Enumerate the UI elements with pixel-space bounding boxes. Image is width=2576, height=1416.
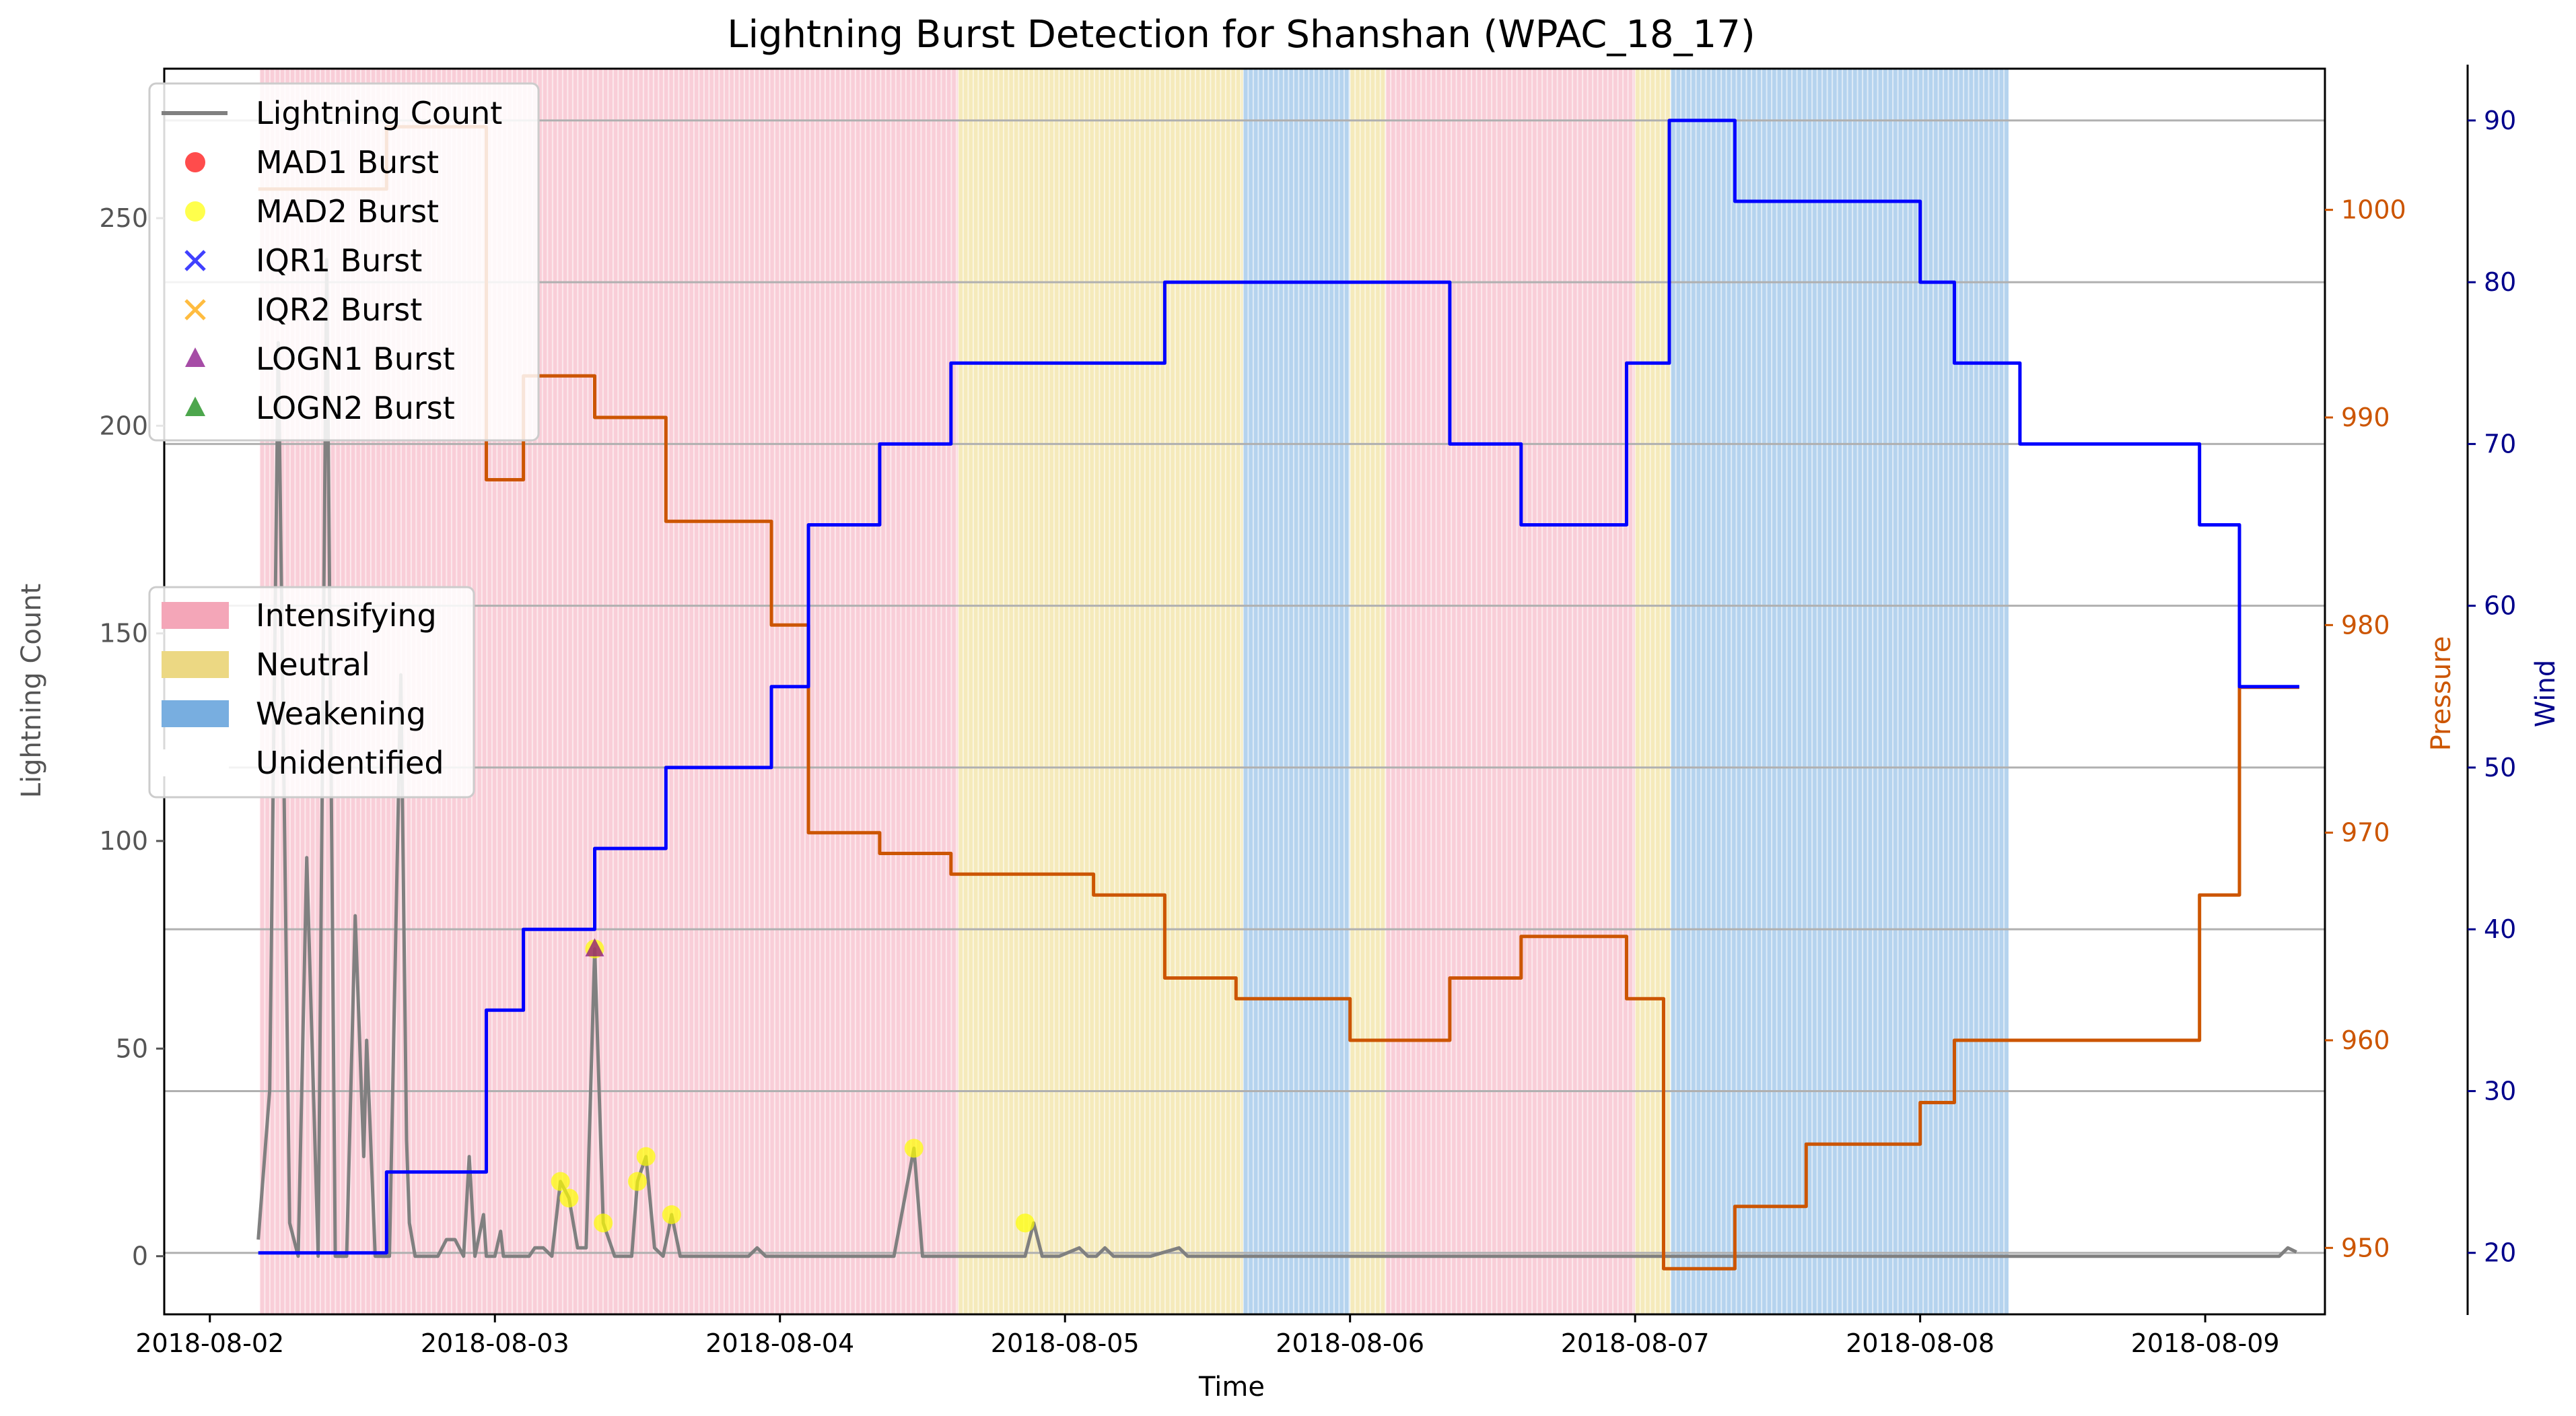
- mad2-burst-marker: [559, 1188, 579, 1208]
- phase-band-stripes: [1242, 69, 1350, 1314]
- x-tick-label: 2018-08-02: [135, 1328, 284, 1358]
- y-tick-label-wind: 60: [2484, 591, 2516, 621]
- legend-series: Lightning Count MAD1 Burst MAD2 Burst IQR1 …: [148, 82, 540, 442]
- legend-series-label: LOGN2 Burst: [256, 390, 455, 426]
- phase-bands: [258, 69, 2009, 1314]
- legend-phase-label: Weakening: [256, 696, 426, 732]
- x-tick-label: 2018-08-06: [1276, 1328, 1424, 1358]
- y-tick-label-wind: 80: [2484, 267, 2516, 297]
- x-tick-label: 2018-08-03: [421, 1328, 569, 1358]
- legend-phase-swatch: [162, 651, 229, 678]
- legend-series-label: IQR2 Burst: [256, 292, 422, 328]
- phase-band-weakening: [1243, 69, 1350, 1314]
- legend-phase-swatch: [162, 602, 229, 629]
- legend-triangle-swatch: [185, 347, 205, 367]
- legend-phase-swatch: [162, 749, 229, 776]
- y-tick-label-left: 200: [99, 411, 148, 440]
- y-tick-label-pressure: 970: [2341, 818, 2390, 848]
- series-lines: [256, 119, 2299, 1271]
- y-tick-label-wind: 90: [2484, 106, 2516, 135]
- y-tick-label-pressure: 950: [2341, 1233, 2390, 1262]
- legend-series-box: [148, 82, 540, 442]
- legend-phases-box: [148, 586, 475, 799]
- y-axis-label-wind: Wind: [2530, 660, 2561, 728]
- legend-phase-label: Neutral: [256, 646, 370, 683]
- x-tick-label: 2018-08-04: [705, 1328, 854, 1358]
- legend-phases: Intensifying Neutral Weakening Unidentified: [148, 586, 475, 799]
- x-tick-label: 2018-08-09: [2131, 1328, 2280, 1358]
- phase-band-stripes: [1670, 69, 2005, 1314]
- chart-title: Lightning Burst Detection for Shanshan (…: [727, 13, 1755, 57]
- mad2-burst-marker: [627, 1172, 647, 1191]
- mad2-burst-marker: [662, 1205, 681, 1224]
- mad2-burst-marker: [904, 1139, 924, 1158]
- y-tick-label-left: 150: [99, 619, 148, 648]
- burst-markers: [551, 938, 1035, 1233]
- y-tick-label-pressure: 980: [2341, 610, 2390, 640]
- y-tick-label-wind: 50: [2484, 753, 2516, 782]
- y-tick-label-left: 100: [99, 826, 148, 856]
- x-tick-label: 2018-08-07: [1561, 1328, 1710, 1358]
- mad2-burst-marker: [636, 1147, 656, 1166]
- legend-phase-label: Intensifying: [256, 597, 437, 634]
- x-tick-label: 2018-08-05: [991, 1328, 1140, 1358]
- x-axis-label: Time: [1198, 1372, 1265, 1403]
- legend-x-swatch: [184, 299, 206, 321]
- y-tick-label-pressure: 990: [2341, 403, 2390, 432]
- legend-triangle-swatch: [185, 397, 205, 416]
- y-tick-label-left: 250: [99, 203, 148, 233]
- legend-x-swatch: [184, 250, 206, 271]
- legend-series-label: MAD1 Burst: [256, 144, 439, 180]
- phase-band-stripes: [957, 69, 1242, 1314]
- legend-circle-swatch: [185, 201, 205, 222]
- y-tick-label-pressure: 1000: [2341, 195, 2406, 225]
- wind-line: [258, 119, 2299, 1255]
- y-tick-label-wind: 70: [2484, 429, 2516, 459]
- y-tick-label-pressure: 960: [2341, 1025, 2390, 1055]
- mad2-burst-marker: [1015, 1213, 1035, 1233]
- legend-phase-swatch: [162, 700, 229, 727]
- legend-series-label: IQR1 Burst: [256, 242, 422, 279]
- y-tick-label-wind: 40: [2484, 914, 2516, 944]
- y-tick-label-wind: 20: [2484, 1238, 2516, 1268]
- phase-band-intensifying: [1385, 69, 1636, 1314]
- lightning-count-line: [256, 258, 2297, 1258]
- legend-series-label: MAD2 Burst: [256, 193, 439, 230]
- legend-series-label: LOGN1 Burst: [256, 341, 455, 377]
- logn1-burst-marker: [585, 938, 604, 957]
- legend-circle-swatch: [185, 152, 205, 172]
- legend-series-label: Lightning Count: [256, 95, 502, 131]
- y-tick-label-left: 50: [116, 1034, 148, 1063]
- y-tick-label-left: 0: [132, 1242, 148, 1271]
- mad2-burst-marker: [594, 1213, 613, 1233]
- y-tick-label-wind: 30: [2484, 1076, 2516, 1106]
- x-tick-label: 2018-08-08: [1846, 1328, 1994, 1358]
- y-axis-label-lightning: Lightning Count: [16, 584, 47, 799]
- y-axis-label-pressure: Pressure: [2426, 636, 2457, 751]
- mad2-burst-marker: [551, 1172, 570, 1191]
- phase-band-weakening: [1671, 69, 2009, 1314]
- legend-phase-label: Unidentified: [256, 745, 444, 781]
- pressure-line: [258, 125, 2299, 1271]
- phase-band-stripes: [1385, 69, 1634, 1314]
